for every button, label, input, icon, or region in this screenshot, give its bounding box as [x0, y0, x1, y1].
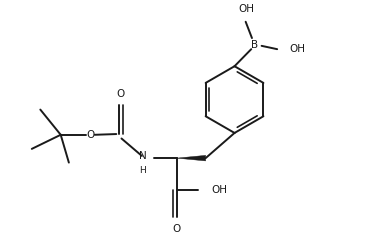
Text: OH: OH — [238, 4, 254, 14]
Text: H: H — [139, 166, 146, 174]
Text: OH: OH — [290, 44, 306, 54]
Text: O: O — [86, 130, 94, 140]
Text: B: B — [251, 40, 258, 50]
Text: O: O — [117, 89, 125, 99]
Text: OH: OH — [211, 185, 228, 195]
Text: N: N — [139, 151, 146, 161]
Text: O: O — [173, 224, 181, 234]
Polygon shape — [177, 155, 206, 161]
